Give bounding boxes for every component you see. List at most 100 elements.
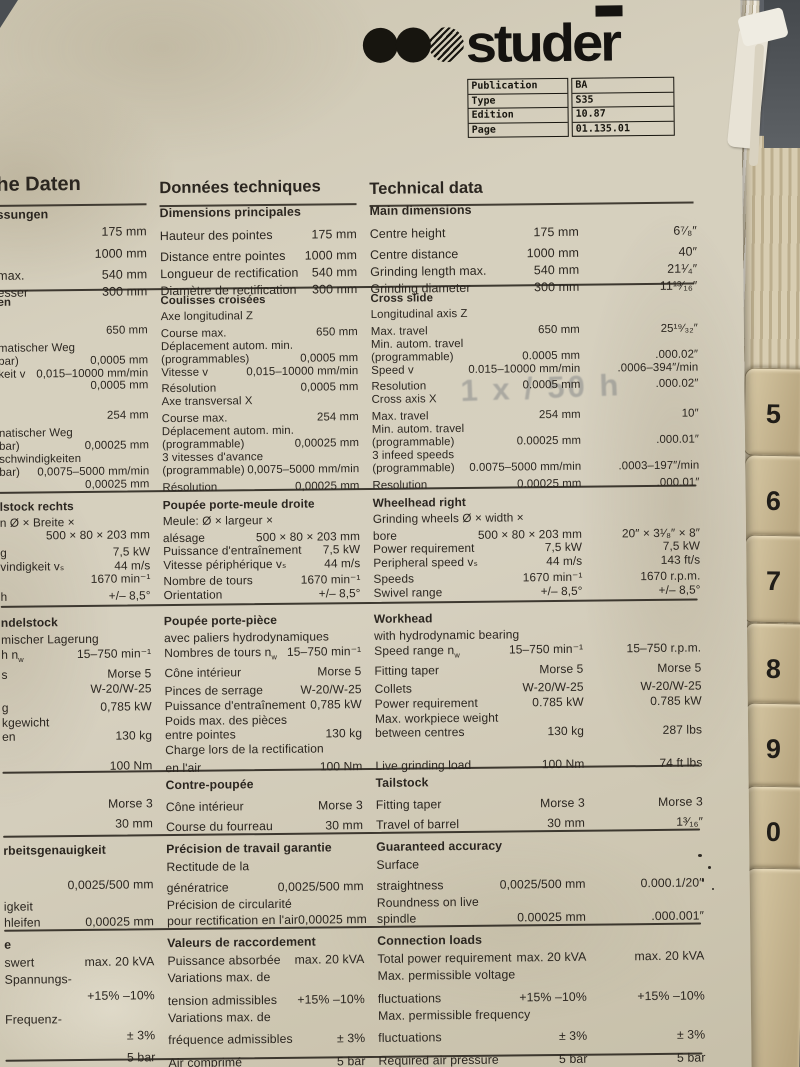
en-label: fluctuations: [377, 990, 442, 1006]
de-value: 0,015–10000 mm/min: [36, 366, 149, 380]
logo-overbar: [595, 5, 623, 17]
de-label: h nw: [1, 647, 24, 664]
title-label: lstock rechts: [0, 499, 74, 514]
title-label: e: [4, 937, 12, 952]
de-cell: mischer Lagerung: [1, 631, 151, 647]
fr-cell: tension admissibles +15% –10%: [168, 991, 365, 1010]
column-gap: [357, 204, 370, 221]
title-label: en: [0, 296, 12, 309]
en-imperial-value: 40″: [678, 244, 698, 260]
section-title-fr: Coulisses croisées: [160, 292, 357, 311]
de-value: 0,0075–5000 mm/min: [37, 464, 150, 479]
column-gap: [151, 614, 164, 631]
en-metric-value: 0.785 kW: [532, 694, 584, 710]
de-cell: ± 3%: [5, 1027, 155, 1046]
en-imperial-value: W-20/W-25: [640, 678, 702, 694]
de-value: 650 mm: [106, 324, 148, 337]
en-cell: Max. permissible voltage: [378, 965, 705, 986]
en-metric-value: 0.0005 mm: [522, 379, 581, 392]
tab-number: 5: [765, 398, 782, 430]
title-label: Poupée porte-pièce: [163, 612, 278, 629]
de-label: g: [0, 545, 7, 561]
de-label: igkeit: [3, 899, 33, 914]
fr-cell: Air comprimé 5 bar: [168, 1053, 365, 1067]
de-cell: igkeit: [4, 897, 154, 915]
logo-circle-icon: [362, 27, 399, 64]
section-title-fr: Dimensions principales: [160, 204, 357, 223]
en-metric-value: 30 mm: [547, 815, 586, 831]
en-imperial-value: 5 bar: [676, 1050, 706, 1065]
column-gap: [357, 292, 370, 309]
de-label: g: [1, 700, 9, 715]
en-imperial-value: 0.785 kW: [650, 693, 702, 708]
en-imperial-value: 1³⁄₁₆″: [676, 814, 704, 829]
fr-label: Nombres de tours nw: [164, 644, 278, 662]
fr-label: Précision de circularité: [166, 896, 292, 912]
fr-label: Air comprimé: [168, 1054, 243, 1067]
en-label: Live grinding load: [375, 758, 472, 774]
fr-label: pour rectification en l'air: [166, 912, 299, 929]
fr-value: 15–750 min⁻¹: [286, 643, 362, 659]
de-value: 0,0005 mm: [90, 353, 149, 367]
title-label: Coulisses croisées: [160, 294, 266, 308]
section-connection-loads: e Valeurs de raccordement Connection loads…: [4, 930, 705, 1067]
fr-value: 0,00025 mm: [294, 436, 360, 450]
section-wheelhead-right: lstock rechts Poupée porte-meule droite Wh…: [0, 493, 701, 605]
en-metric-value: 15–750 min⁻¹: [508, 641, 584, 657]
section-guaranteed-accuracy: rbeitsgenauigkeit Précision de travail ga…: [3, 836, 704, 931]
fr-cell: Axe longitudinal Z: [161, 309, 358, 324]
fr-value: 1000 mm: [304, 248, 358, 264]
fr-label: tension admissibles: [167, 992, 278, 1008]
fr-value: 254 mm: [316, 411, 359, 424]
en-metric-value: 0.015–10000 mm/min: [468, 362, 581, 376]
title-label: ndelstock: [0, 615, 58, 630]
fr-label: Course max.: [160, 327, 227, 340]
fr-value: 0,00025 mm: [297, 912, 367, 927]
section-title-fr: Précision de travail garantie: [166, 840, 363, 859]
fr-value: Morse 3: [318, 798, 363, 813]
en-imperial-value: 74 ft lbs: [659, 755, 703, 771]
fr-label: Pinces de serrage: [164, 683, 264, 699]
fr-value: 0,00025 mm: [295, 479, 360, 493]
de-value: 1670 min⁻¹: [90, 571, 151, 586]
section-title-fr: Valeurs de raccordement: [167, 934, 364, 953]
fr-label: en l'air: [165, 761, 202, 776]
de-cell: h +/– 8,5°: [1, 588, 151, 604]
en-label: spindle: [376, 911, 417, 926]
section-title-fr: Contre-poupée: [166, 776, 363, 795]
en-imperial-value: [584, 749, 702, 750]
de-cell: 1670 min⁻¹: [0, 571, 151, 587]
fr-cell: Résolution 0,00025 mm: [162, 480, 359, 495]
fr-cell: Rectitude de la: [166, 857, 363, 876]
de-value: 0,00025 mm: [85, 914, 155, 929]
title-label: Tailstock: [375, 775, 429, 790]
de-cell: s Morse 5: [1, 666, 151, 682]
column-gap: [147, 294, 160, 311]
logo-circle-striped-icon: [428, 26, 465, 63]
de-cell: hleifen 0,00025 mm: [4, 913, 154, 931]
fr-value: 650 mm: [316, 325, 358, 339]
column-gap: [150, 498, 163, 515]
en-label: Required air pressure: [378, 1052, 499, 1067]
fr-label: 3 vitesses d'avance: [162, 450, 264, 464]
de-value: 130 kg: [115, 728, 153, 743]
fr-value: 5 bar: [336, 1053, 366, 1067]
de-value: max. 20 kVA: [84, 954, 155, 969]
en-label: Grinding wheels Ø × width ×: [372, 510, 524, 526]
de-label: bar): [0, 466, 21, 479]
fr-label: Meule: Ø × largeur ×: [162, 512, 274, 529]
de-value: Morse 3: [107, 796, 153, 811]
logo-circle-icon: [395, 27, 432, 63]
fr-value: 0,785 kW: [310, 696, 362, 712]
tab-number: 0: [765, 816, 782, 848]
en-label: fluctuations: [378, 1030, 442, 1046]
en-cell: Centre height 175 mm 6⁷⁄₈″: [370, 222, 697, 242]
en-imperial-value: 287 lbs: [662, 722, 703, 738]
de-label: kgewicht: [1, 714, 50, 730]
en-label: Centre height: [369, 225, 446, 241]
section-main-dimensions: ssungen Dimensions principales Main dimens…: [0, 201, 697, 302]
en-metric-value: Morse 3: [539, 795, 585, 811]
fr-value: +/– 8,5°: [318, 585, 361, 601]
de-cell: [2, 754, 152, 756]
